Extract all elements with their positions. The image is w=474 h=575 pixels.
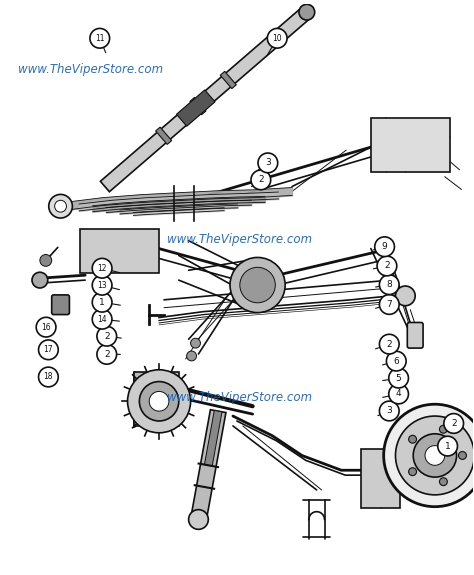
Circle shape bbox=[36, 317, 56, 337]
Circle shape bbox=[92, 275, 112, 295]
Circle shape bbox=[149, 392, 169, 411]
Text: 1: 1 bbox=[99, 298, 105, 306]
Text: 4: 4 bbox=[396, 389, 401, 398]
Circle shape bbox=[409, 435, 417, 443]
Circle shape bbox=[240, 267, 275, 303]
Text: 2: 2 bbox=[104, 332, 109, 341]
Circle shape bbox=[379, 334, 399, 354]
Circle shape bbox=[128, 370, 191, 433]
Text: 3: 3 bbox=[265, 158, 271, 167]
Text: 9: 9 bbox=[382, 242, 387, 251]
Text: 16: 16 bbox=[41, 323, 51, 332]
Text: 8: 8 bbox=[386, 280, 392, 289]
Polygon shape bbox=[100, 7, 311, 191]
Circle shape bbox=[425, 446, 445, 465]
Circle shape bbox=[377, 256, 397, 276]
Circle shape bbox=[383, 404, 474, 507]
Text: 2: 2 bbox=[386, 340, 392, 348]
Polygon shape bbox=[190, 98, 206, 115]
Circle shape bbox=[379, 275, 399, 294]
Circle shape bbox=[49, 194, 73, 218]
Text: www.TheViperStore.com: www.TheViperStore.com bbox=[167, 233, 312, 246]
Text: www.TheViperStore.com: www.TheViperStore.com bbox=[167, 392, 312, 404]
Circle shape bbox=[439, 426, 447, 433]
Circle shape bbox=[40, 255, 52, 266]
Circle shape bbox=[267, 28, 287, 48]
Circle shape bbox=[189, 509, 208, 530]
Text: 2: 2 bbox=[451, 419, 456, 428]
Circle shape bbox=[458, 451, 466, 459]
Circle shape bbox=[55, 200, 66, 212]
FancyBboxPatch shape bbox=[407, 323, 423, 348]
Text: 2: 2 bbox=[258, 175, 264, 185]
Text: 5: 5 bbox=[396, 374, 401, 382]
Text: www.TheViperStore.com: www.TheViperStore.com bbox=[18, 63, 163, 76]
Circle shape bbox=[395, 286, 415, 306]
Circle shape bbox=[38, 340, 58, 359]
Circle shape bbox=[379, 294, 399, 315]
Circle shape bbox=[32, 272, 48, 288]
Circle shape bbox=[409, 467, 417, 476]
Text: 7: 7 bbox=[386, 300, 392, 309]
Text: 10: 10 bbox=[273, 34, 282, 43]
Circle shape bbox=[251, 170, 271, 190]
Circle shape bbox=[97, 344, 117, 364]
FancyBboxPatch shape bbox=[52, 295, 69, 315]
Text: 3: 3 bbox=[386, 407, 392, 416]
Circle shape bbox=[379, 401, 399, 421]
Polygon shape bbox=[155, 127, 172, 144]
Circle shape bbox=[97, 327, 117, 346]
FancyBboxPatch shape bbox=[371, 117, 450, 172]
Text: 12: 12 bbox=[97, 264, 107, 273]
Polygon shape bbox=[176, 90, 215, 126]
FancyBboxPatch shape bbox=[135, 371, 179, 426]
Text: 17: 17 bbox=[44, 346, 53, 354]
Circle shape bbox=[439, 478, 447, 486]
Circle shape bbox=[299, 4, 315, 20]
Text: 6: 6 bbox=[393, 356, 399, 366]
Text: 2: 2 bbox=[104, 350, 109, 359]
Polygon shape bbox=[191, 410, 226, 521]
FancyBboxPatch shape bbox=[361, 448, 401, 508]
Circle shape bbox=[230, 258, 285, 313]
Polygon shape bbox=[204, 411, 222, 466]
FancyBboxPatch shape bbox=[80, 229, 159, 273]
Circle shape bbox=[92, 292, 112, 312]
Circle shape bbox=[395, 416, 474, 495]
Text: 2: 2 bbox=[384, 262, 390, 270]
Circle shape bbox=[438, 436, 457, 456]
Polygon shape bbox=[220, 71, 237, 89]
Text: 1: 1 bbox=[445, 442, 450, 451]
Circle shape bbox=[191, 338, 201, 348]
Circle shape bbox=[187, 351, 197, 361]
Circle shape bbox=[92, 309, 112, 329]
Circle shape bbox=[389, 368, 409, 388]
Text: 11: 11 bbox=[95, 34, 104, 43]
Circle shape bbox=[139, 382, 179, 421]
Circle shape bbox=[375, 237, 394, 256]
Circle shape bbox=[38, 367, 58, 387]
Circle shape bbox=[92, 258, 112, 278]
Circle shape bbox=[413, 434, 456, 477]
Text: 18: 18 bbox=[44, 373, 53, 381]
Text: 13: 13 bbox=[97, 281, 107, 290]
Circle shape bbox=[389, 384, 409, 404]
Circle shape bbox=[444, 413, 464, 434]
Circle shape bbox=[386, 351, 406, 371]
Circle shape bbox=[258, 153, 278, 172]
Text: 14: 14 bbox=[97, 315, 107, 324]
Circle shape bbox=[90, 28, 109, 48]
